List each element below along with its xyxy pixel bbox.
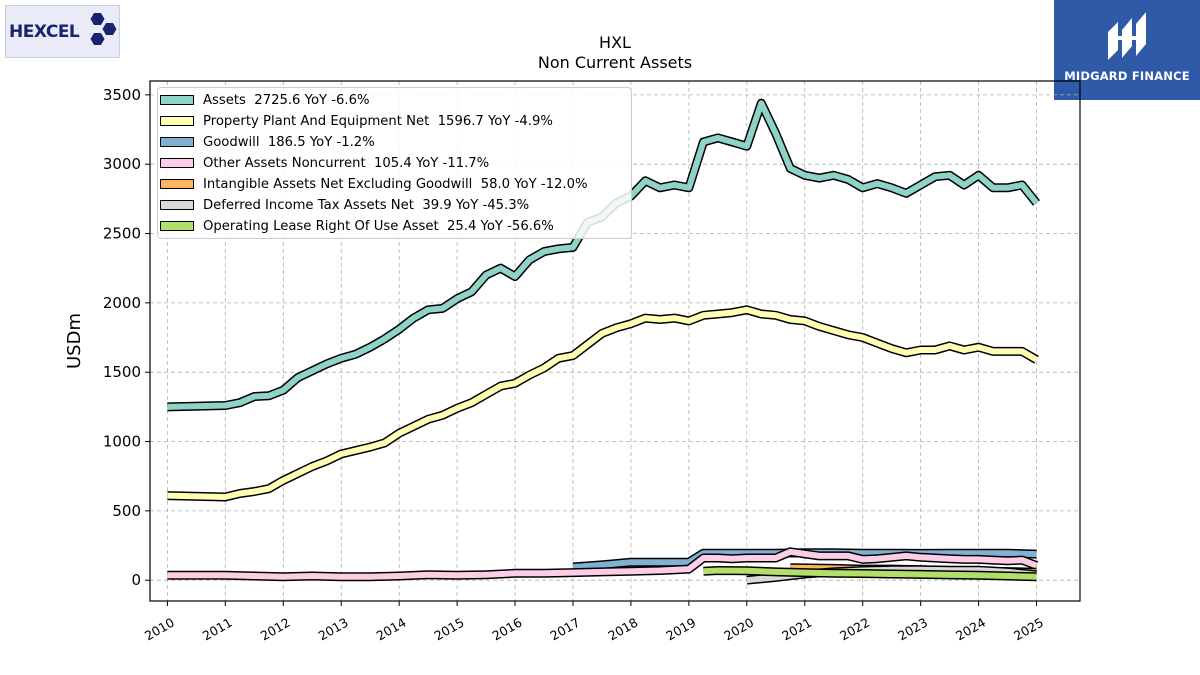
legend-item-goodwill: Goodwill 186.5 YoY -1.2% xyxy=(158,132,631,153)
legend-swatch-deferred-tax xyxy=(160,200,194,210)
legend-item-deferred-tax: Deferred Income Tax Assets Net 39.9 YoY … xyxy=(158,195,631,216)
legend-swatch-operating-lease xyxy=(160,221,194,231)
y-tick-label: 2000 xyxy=(103,294,141,312)
hexcel-hexagons-icon xyxy=(90,13,117,45)
x-tick-label: 2013 xyxy=(316,615,351,644)
x-tick-label: 2021 xyxy=(779,615,814,644)
y-axis-label: USDm xyxy=(64,313,85,369)
series-line-1 xyxy=(167,306,1038,500)
legend-swatch-goodwill xyxy=(160,137,194,147)
series-line-6 xyxy=(703,567,1037,580)
legend-label-operating-lease: Operating Lease Right Of Use Asset 25.4 … xyxy=(203,219,554,234)
hexcel-logo-text: HEXCEL xyxy=(9,22,80,42)
y-tick-label: 2500 xyxy=(103,225,141,243)
series-outline-1 xyxy=(167,305,1039,502)
legend-label-intangibles: Intangible Assets Net Excluding Goodwill… xyxy=(203,177,588,192)
legend-swatch-assets xyxy=(160,95,194,105)
midgard-finance-logo: MIDGARD FINANCE xyxy=(1054,0,1200,100)
hexcel-logo: HEXCEL xyxy=(5,5,120,58)
x-tick-label: 2017 xyxy=(547,615,582,644)
legend-swatch-intangibles xyxy=(160,179,194,189)
y-tick-label: 3500 xyxy=(103,86,141,104)
legend-item-other-assets: Other Assets Noncurrent 105.4 YoY -11.7% xyxy=(158,153,631,174)
legend-swatch-ppe xyxy=(160,116,194,126)
chart-legend: Assets 2725.6 YoY -6.6% Property Plant A… xyxy=(157,87,632,239)
y-tick-label: 500 xyxy=(112,502,141,520)
y-tick-label: 0 xyxy=(131,571,141,589)
legend-label-ppe: Property Plant And Equipment Net 1596.7 … xyxy=(203,114,553,129)
legend-label-goodwill: Goodwill 186.5 YoY -1.2% xyxy=(203,135,375,150)
x-tick-label: 2010 xyxy=(142,615,177,644)
y-tick-label: 3000 xyxy=(103,155,141,173)
x-tick-label: 2015 xyxy=(432,615,467,644)
x-tick-label: 2014 xyxy=(374,615,409,644)
chart-title-ticker: HXL xyxy=(599,33,631,52)
x-tick-label: 2024 xyxy=(953,615,988,644)
y-tick-label: 1000 xyxy=(103,433,141,451)
x-tick-label: 2020 xyxy=(721,615,756,644)
x-tick-label: 2011 xyxy=(200,615,235,644)
plot-frame xyxy=(149,80,1081,602)
legend-label-assets: Assets 2725.6 YoY -6.6% xyxy=(203,93,370,108)
y-tick-label: 1500 xyxy=(103,363,141,381)
legend-item-operating-lease: Operating Lease Right Of Use Asset 25.4 … xyxy=(158,216,631,237)
chart-title: Non Current Assets xyxy=(537,53,693,72)
x-tick-label: 2023 xyxy=(895,615,930,644)
series-line-3 xyxy=(167,548,1038,580)
x-tick-label: 2025 xyxy=(1011,615,1046,644)
legend-label-other-assets: Other Assets Noncurrent 105.4 YoY -11.7% xyxy=(203,156,490,171)
x-tick-label: 2022 xyxy=(837,615,872,644)
x-tick-label: 2018 xyxy=(605,615,640,644)
legend-item-assets: Assets 2725.6 YoY -6.6% xyxy=(158,90,631,111)
x-tick-label: 2012 xyxy=(258,615,293,644)
x-tick-label: 2019 xyxy=(663,615,698,644)
midgard-logo-mark-icon xyxy=(1108,12,1146,60)
legend-label-deferred-tax: Deferred Income Tax Assets Net 39.9 YoY … xyxy=(203,198,530,213)
legend-item-intangibles: Intangible Assets Net Excluding Goodwill… xyxy=(158,174,631,195)
x-tick-label: 2016 xyxy=(489,615,524,644)
legend-item-ppe: Property Plant And Equipment Net 1596.7 … xyxy=(158,111,631,132)
midgard-logo-text: MIDGARD FINANCE xyxy=(1064,69,1190,83)
legend-swatch-other-assets xyxy=(160,158,194,168)
